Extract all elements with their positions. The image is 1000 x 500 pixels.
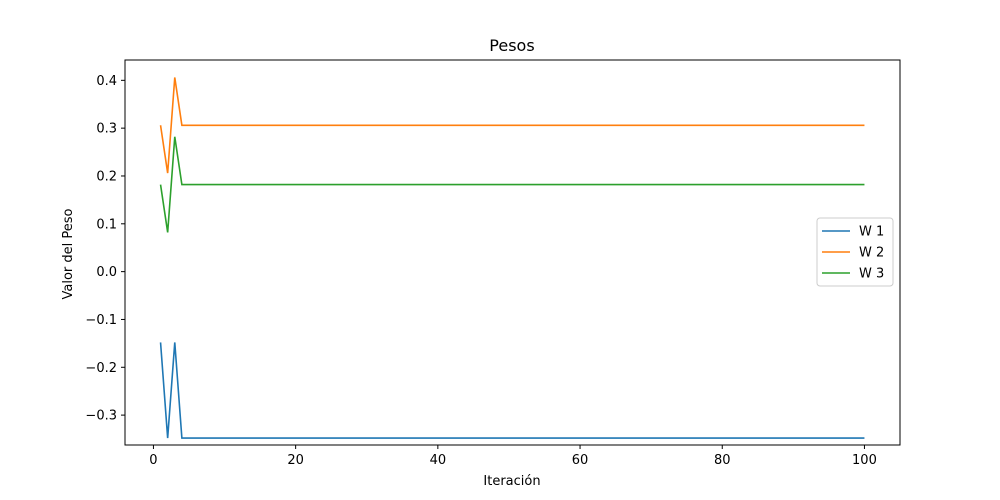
series-layer <box>159 77 865 439</box>
y-axis: −0.3 −0.2 −0.1 0.0 0.1 0.2 0.3 0.4 <box>85 74 125 424</box>
legend-label-w3: W 3 <box>859 267 884 282</box>
x-tick-label: 80 <box>714 453 731 468</box>
chart-title: Pesos <box>489 36 534 55</box>
x-tick-label: 100 <box>852 453 877 468</box>
x-tick-label: 20 <box>287 453 304 468</box>
legend: W 1 W 2 W 3 <box>816 217 894 287</box>
y-tick-label: 0.3 <box>96 122 117 137</box>
series-line-w3 <box>159 136 865 233</box>
series-line-w1 <box>159 342 865 439</box>
y-tick-label: −0.3 <box>85 409 117 424</box>
y-axis-label: Valor del Peso <box>61 208 76 299</box>
y-tick-label: 0.1 <box>96 217 117 232</box>
legend-label-w2: W 2 <box>859 246 884 261</box>
legend-box <box>816 217 894 287</box>
y-tick-label: 0.2 <box>96 169 117 184</box>
x-tick-label: 60 <box>572 453 589 468</box>
y-tick-label: 0.4 <box>96 74 117 89</box>
y-tick-label: −0.2 <box>85 361 117 376</box>
plot-area <box>124 59 901 446</box>
plot-frame <box>124 59 901 446</box>
y-tick-label: 0.0 <box>96 265 117 280</box>
series-line-w2 <box>159 77 865 174</box>
x-axis-label: Iteración <box>483 474 540 489</box>
x-axis: 0 20 40 60 80 100 <box>149 445 877 468</box>
legend-label-w1: W 1 <box>859 225 884 240</box>
y-tick-label: −0.1 <box>85 313 117 328</box>
x-tick-label: 0 <box>149 453 157 468</box>
x-tick-label: 40 <box>430 453 447 468</box>
